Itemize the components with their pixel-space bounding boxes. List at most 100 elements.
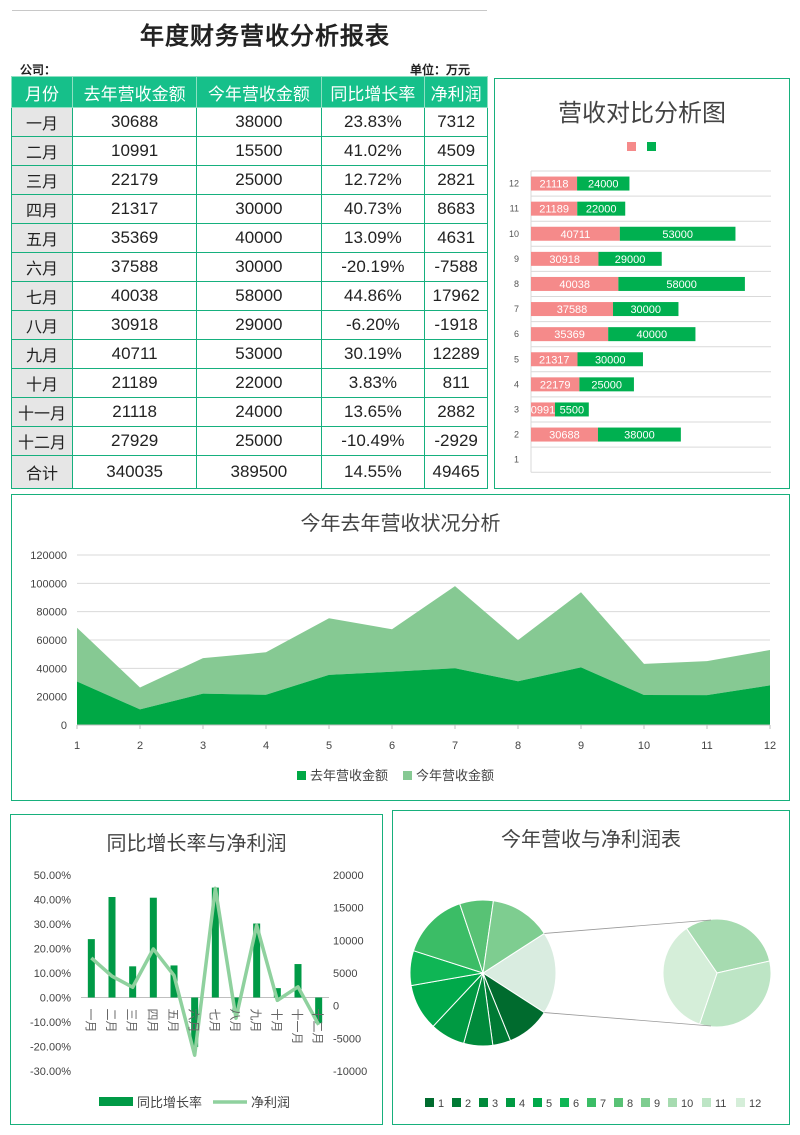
cell-profit: 4509 (424, 136, 488, 166)
data-label-this-year: 40000 (637, 329, 668, 341)
bar-this-year (577, 201, 626, 216)
x-tick-label: 5 (326, 740, 332, 752)
data-label-last-year: 30688 (549, 430, 580, 442)
legend-label: 2 (465, 1098, 471, 1110)
pie-title: 今年营收与净利润表 (501, 827, 681, 851)
cell-profit: 2821 (424, 165, 488, 195)
cell-month: 十一月 (11, 397, 73, 427)
y-right-tick-label: 15000 (333, 903, 364, 915)
growth-bar (129, 966, 137, 998)
cell-month: 二月 (11, 136, 73, 166)
cell-profit: 811 (424, 368, 488, 398)
data-label-this-year: 5500 (560, 404, 584, 416)
cell-profit: 12289 (424, 339, 488, 369)
cell-profit: -7588 (424, 252, 488, 282)
data-label-this-year: 30000 (595, 354, 626, 366)
cell-last-year: 21317 (71, 194, 198, 224)
data-label-last-year: 30918 (549, 254, 580, 266)
bar-this-year (598, 251, 662, 266)
cell-this-year: 29000 (196, 310, 322, 340)
cell-this-year: 25000 (196, 426, 322, 456)
category-label: 4 (514, 379, 519, 389)
bar-last-year (531, 201, 578, 216)
bar-last-year (531, 352, 578, 367)
cell-last-year: 35369 (71, 223, 198, 253)
secondary-pie-slice (685, 918, 771, 974)
legend-label: 3 (492, 1098, 498, 1110)
cell-profit: -2929 (424, 426, 488, 456)
legend-label-this-year: 今年营收金额 (416, 768, 494, 783)
x-tick-label: 10 (638, 740, 650, 752)
category-label: 12 (509, 179, 519, 189)
cell-month: 六月 (11, 252, 73, 282)
x-tick-label: 6 (389, 740, 395, 752)
x-tick-label: 六月 (187, 1009, 201, 1033)
legend-swatch-last-year (297, 771, 306, 780)
data-label-this-year: 22000 (586, 204, 617, 216)
cell-last-year: 27929 (71, 426, 198, 456)
data-label-last-year: 40038 (559, 279, 590, 291)
revenue-compare-title: 营收对比分析图 (558, 99, 726, 127)
category-label: 1 (514, 455, 519, 465)
data-label-last-year: 21189 (539, 204, 569, 216)
cell-this-year: 22000 (196, 368, 322, 398)
legend-swatch (425, 1098, 434, 1107)
area-title: 今年去年营收状况分析 (300, 511, 501, 535)
cell-last-year: 40038 (71, 281, 198, 311)
revenue-table: 月份 去年营收金额 今年营收金额 同比增长率 净利润 一月 30688 38000 2… (11, 76, 488, 489)
bar-this-year (619, 226, 736, 241)
category-label: 11 (510, 204, 519, 214)
bar-this-year (577, 176, 630, 191)
area-this-year (77, 586, 770, 710)
bar-this-year (577, 352, 643, 367)
category-label: 6 (514, 329, 519, 339)
bar-last-year (531, 402, 555, 417)
data-label-this-year: 25000 (591, 379, 622, 391)
total-profit: 49465 (424, 455, 488, 489)
cell-month: 七月 (11, 281, 73, 311)
connector-line (544, 919, 712, 934)
bar-last-year (531, 327, 609, 342)
cell-this-year: 38000 (196, 107, 322, 137)
title-top-rule (12, 10, 487, 11)
profit-line (90, 886, 321, 1057)
cell-growth: 3.83% (320, 368, 426, 398)
legend-swatch (560, 1098, 569, 1107)
y-tick-label: 60000 (36, 635, 67, 647)
cell-this-year: 40000 (196, 223, 322, 253)
category-label: 5 (514, 354, 519, 364)
cell-last-year: 21118 (71, 397, 198, 427)
y-right-tick-label: -5000 (333, 1033, 361, 1045)
legend-swatch (533, 1098, 542, 1107)
total-growth: 14.55% (320, 455, 426, 489)
header-month: 月份 (11, 76, 73, 108)
legend-label: 9 (654, 1098, 660, 1110)
cell-growth: 41.02% (320, 136, 426, 166)
cell-growth: 30.19% (320, 339, 426, 369)
cell-last-year: 10991 (71, 136, 198, 166)
header-last-year: 去年营收金额 (71, 76, 198, 108)
legend-swatch (736, 1098, 745, 1107)
legend-swatch (452, 1098, 461, 1107)
x-tick-label: 9 (578, 740, 584, 752)
header-growth: 同比增长率 (320, 76, 426, 108)
growth-bar (108, 897, 116, 998)
header-this-year: 今年营收金额 (196, 76, 322, 108)
x-tick-label: 4 (263, 740, 269, 752)
cell-last-year: 30688 (71, 107, 198, 137)
table-header-row: 月份 去年营收金额 今年营收金额 同比增长率 净利润 (11, 76, 488, 108)
cell-month: 九月 (11, 339, 73, 369)
y-tick-label: 0 (61, 720, 67, 732)
growth-profit-panel: 同比增长率与净利润 -30.00% -20.00% -10.00% 0.00% 10.0… (10, 814, 383, 1125)
cell-growth: -6.20% (320, 310, 426, 340)
legend-label: 8 (627, 1098, 633, 1110)
cell-growth: -20.19% (320, 252, 426, 282)
total-last-year: 340035 (71, 455, 198, 489)
bar-last-year (531, 176, 578, 191)
growth-bar (315, 997, 323, 1024)
y-tick-label: 80000 (36, 607, 67, 619)
y-right-tick-label: 5000 (333, 968, 357, 980)
unit-label: 单位：万元 (410, 63, 471, 77)
